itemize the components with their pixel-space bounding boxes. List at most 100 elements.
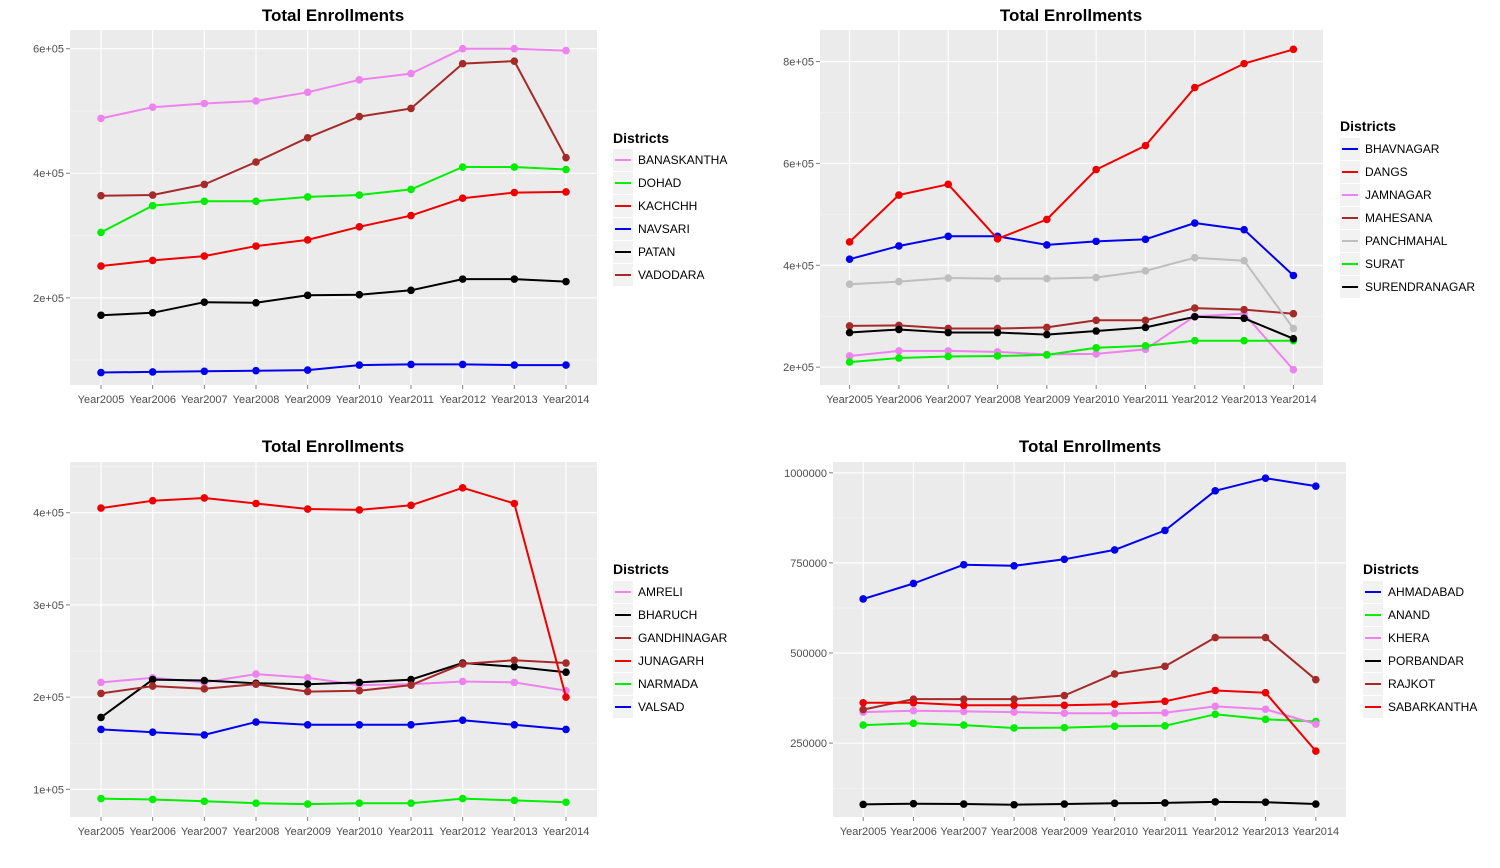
- panel-title: Total Enrollments: [262, 6, 404, 25]
- data-point-dangs: [944, 180, 953, 189]
- data-point-mahesana: [1190, 304, 1199, 312]
- data-point-dohad: [510, 163, 519, 171]
- data-point-narmada: [458, 794, 467, 803]
- series-line-narmada: [100, 797, 567, 806]
- legend-label: AHMADABAD: [1388, 585, 1464, 599]
- data-point-navsari: [148, 368, 157, 376]
- data-point-dohad: [303, 193, 312, 201]
- data-point-bharuch: [510, 662, 519, 671]
- series-line-ahmadabad: [862, 477, 1316, 600]
- plot-background: [70, 30, 597, 385]
- legend-label: JUNAGARH: [638, 654, 704, 668]
- x-tick-label: Year2010: [336, 394, 383, 406]
- data-point-porbandar: [959, 800, 968, 808]
- data-point-dangs: [993, 235, 1002, 243]
- data-point-vadodara: [303, 133, 312, 142]
- data-point-porbandar: [1261, 798, 1270, 807]
- data-point-sabarkantha: [1211, 686, 1220, 695]
- data-point-surat: [944, 352, 953, 361]
- data-point-rajkot: [1060, 691, 1069, 700]
- data-point-dangs: [1240, 59, 1248, 68]
- panel-title: Total Enrollments: [1000, 6, 1142, 25]
- data-point-bharuch: [148, 675, 157, 684]
- data-point-surat: [895, 354, 903, 362]
- data-point-navsari: [303, 366, 312, 374]
- x-tick-label: Year2008: [974, 394, 1021, 406]
- data-point-vadodara: [562, 153, 570, 162]
- x-tick-label: Year2010: [1091, 826, 1138, 838]
- x-tick-label: Year2007: [940, 826, 987, 838]
- data-point-anand: [1010, 724, 1018, 732]
- y-tick-label: 500000: [790, 648, 827, 660]
- data-point-rajkot: [859, 705, 867, 714]
- x-tick-label: Year2009: [284, 394, 331, 406]
- series-line-vadodara: [100, 60, 567, 197]
- x-tick-label: Year2012: [1171, 394, 1218, 406]
- data-point-dohad: [562, 165, 570, 174]
- data-point-panchmahal: [1043, 274, 1051, 283]
- data-point-navsari: [252, 366, 260, 375]
- data-point-khera: [1261, 705, 1270, 714]
- y-tick-label: 4e+05: [33, 508, 64, 520]
- series-line-junagarh: [100, 486, 567, 698]
- data-point-mahesana: [1289, 309, 1298, 318]
- x-tick-label: Year2006: [890, 826, 937, 838]
- data-point-ahmadabad: [1312, 482, 1320, 490]
- data-point-sabarkantha: [1060, 701, 1069, 710]
- series-line-rajkot: [862, 636, 1317, 711]
- data-point-valsad: [407, 720, 415, 729]
- y-tick-label: 1000000: [784, 468, 827, 480]
- data-point-junagarh: [303, 505, 312, 513]
- x-tick-label: Year2008: [991, 826, 1038, 838]
- data-point-vadodara: [97, 191, 105, 200]
- data-point-khera: [1060, 709, 1069, 718]
- data-point-rajkot: [959, 695, 968, 703]
- data-point-gandhinagar: [562, 659, 570, 667]
- x-tick-label: Year2011: [1123, 394, 1169, 406]
- data-point-panchmahal: [1289, 324, 1298, 333]
- data-point-valsad: [97, 725, 105, 734]
- data-point-patan: [562, 277, 570, 286]
- data-point-banaskantha: [458, 44, 467, 53]
- data-point-kachchh: [252, 242, 260, 250]
- series-line-banaskantha: [100, 47, 567, 120]
- legend-label: BHAVNAGAR: [1365, 142, 1440, 156]
- panel-title: Total Enrollments: [1019, 437, 1161, 456]
- data-point-ahmadabad: [1060, 555, 1069, 564]
- data-point-vadodara: [458, 59, 467, 68]
- data-point-anand: [1211, 710, 1220, 719]
- y-tick-label: 4e+05: [33, 168, 64, 180]
- data-point-sabarkantha: [1261, 688, 1270, 697]
- data-point-panchmahal: [845, 280, 854, 288]
- series-line-kachchh: [100, 190, 567, 267]
- data-point-panchmahal: [895, 277, 903, 286]
- data-point-dohad: [200, 197, 209, 206]
- data-point-gandhinagar: [252, 680, 260, 689]
- data-point-surendranagar: [1240, 314, 1248, 323]
- data-point-navsari: [510, 361, 519, 369]
- data-point-junagarh: [97, 504, 105, 512]
- data-point-surat: [993, 352, 1002, 360]
- x-tick-label: Year2011: [388, 394, 434, 406]
- y-tick-label: 3e+05: [33, 600, 64, 612]
- x-tick-label: Year2014: [1292, 826, 1339, 838]
- data-point-patan: [458, 275, 467, 283]
- series-line-panchmahal: [849, 256, 1295, 330]
- legend-label: PORBANDAR: [1388, 654, 1464, 668]
- data-point-junagarh: [148, 496, 157, 505]
- data-point-narmada: [148, 795, 157, 804]
- data-point-rajkot: [1312, 675, 1320, 684]
- data-point-amreli: [97, 678, 105, 687]
- data-point-navsari: [407, 360, 415, 369]
- data-point-narmada: [303, 800, 312, 808]
- data-point-vadodara: [200, 180, 209, 189]
- data-point-kachchh: [303, 236, 312, 244]
- x-tick-label: Year2012: [439, 394, 486, 406]
- x-tick-label: Year2010: [336, 826, 383, 838]
- data-point-surat: [1240, 336, 1248, 345]
- data-point-anand: [859, 721, 867, 729]
- x-tick-label: Year2007: [181, 826, 228, 838]
- legend-label: GANDHINAGAR: [638, 631, 728, 645]
- data-point-gandhinagar: [355, 686, 364, 695]
- data-point-sabarkantha: [1110, 700, 1119, 708]
